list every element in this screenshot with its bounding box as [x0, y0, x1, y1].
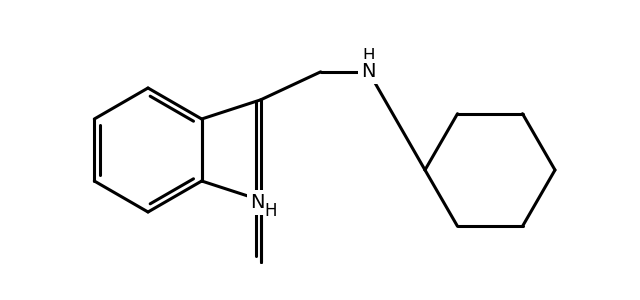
Text: N: N: [250, 193, 265, 212]
Text: N: N: [362, 62, 376, 81]
Text: H: H: [362, 47, 375, 65]
Text: H: H: [264, 202, 277, 220]
